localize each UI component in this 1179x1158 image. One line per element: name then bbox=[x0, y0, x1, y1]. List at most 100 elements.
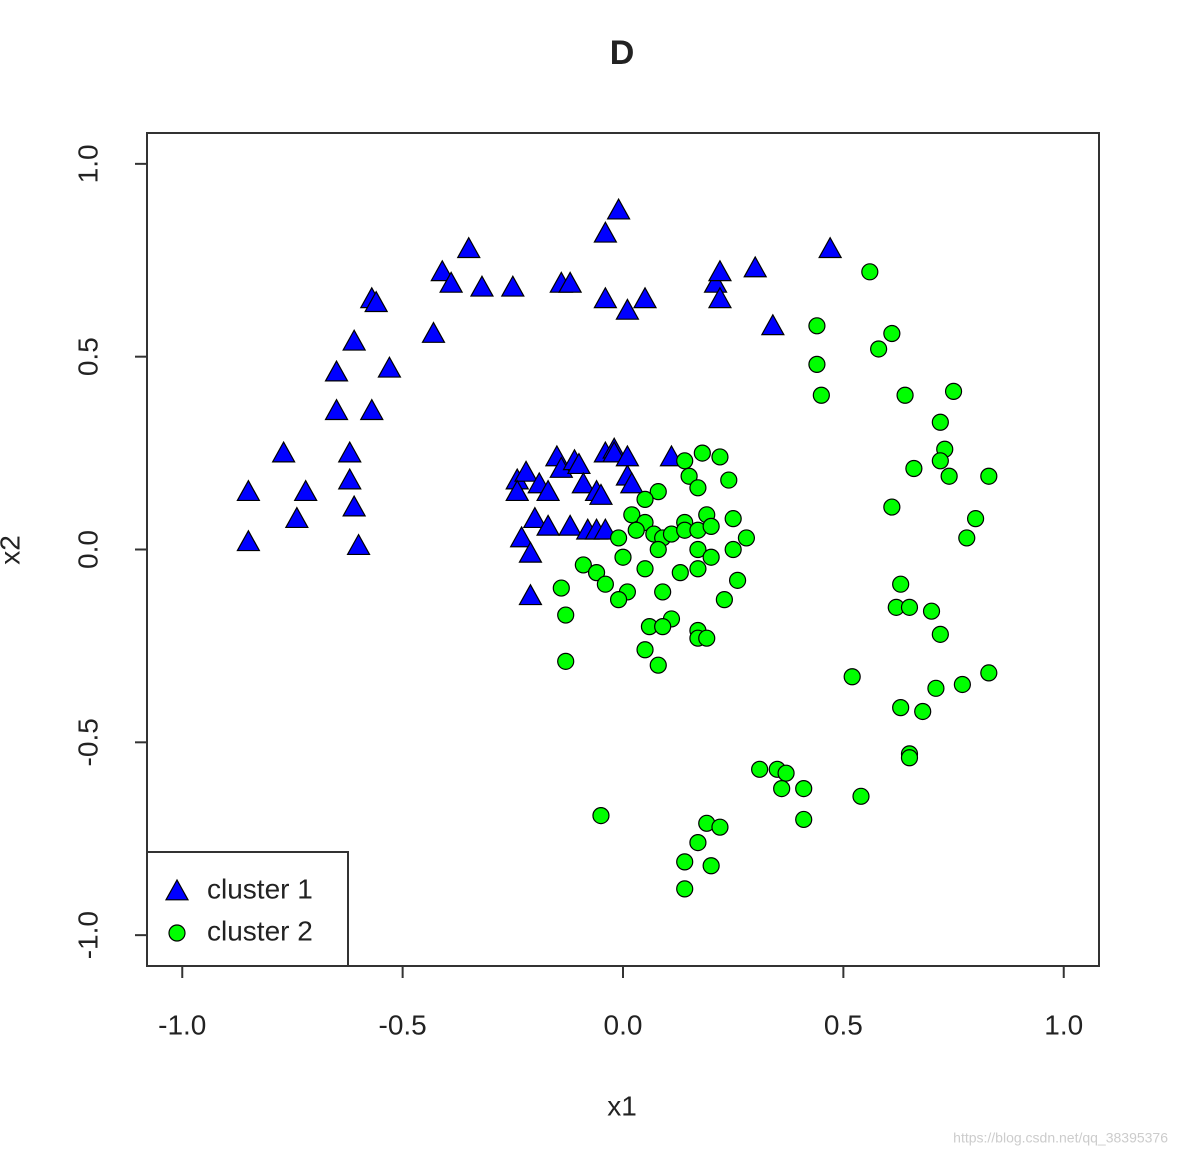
point bbox=[676, 853, 694, 871]
point bbox=[557, 652, 575, 670]
point bbox=[689, 479, 707, 497]
point bbox=[593, 517, 618, 540]
point bbox=[892, 699, 910, 717]
point bbox=[602, 440, 627, 463]
y-tick-label: -0.5 bbox=[72, 718, 103, 766]
point bbox=[818, 236, 843, 259]
point bbox=[536, 514, 561, 536]
point bbox=[760, 313, 785, 336]
point bbox=[777, 764, 795, 782]
x-tick-label: 1.0 bbox=[1044, 1009, 1083, 1040]
point bbox=[593, 286, 618, 309]
point bbox=[914, 702, 932, 721]
legend-label: cluster 1 bbox=[207, 873, 313, 904]
point bbox=[852, 787, 870, 805]
point bbox=[619, 471, 644, 494]
y-tick-label: -1.0 bbox=[72, 911, 103, 959]
point bbox=[606, 197, 631, 220]
point bbox=[649, 656, 667, 674]
point bbox=[571, 471, 596, 494]
point bbox=[720, 471, 738, 489]
point bbox=[518, 541, 543, 563]
legend-symbol bbox=[168, 924, 186, 942]
point bbox=[808, 355, 826, 373]
point bbox=[615, 298, 640, 320]
point bbox=[808, 317, 826, 335]
x-tick-label: 0.5 bbox=[824, 1009, 863, 1040]
legend-box bbox=[146, 851, 349, 967]
point bbox=[293, 479, 318, 502]
point bbox=[509, 525, 534, 548]
point bbox=[324, 398, 349, 421]
point bbox=[737, 529, 756, 547]
point bbox=[689, 560, 707, 578]
point bbox=[980, 467, 998, 485]
point bbox=[931, 625, 949, 643]
point bbox=[870, 340, 888, 358]
point bbox=[940, 467, 958, 485]
point bbox=[724, 540, 742, 559]
point bbox=[588, 483, 613, 505]
point bbox=[469, 275, 494, 297]
point bbox=[342, 329, 367, 351]
point bbox=[558, 514, 583, 536]
point bbox=[342, 494, 367, 517]
point bbox=[649, 483, 667, 501]
point bbox=[592, 806, 610, 825]
point bbox=[337, 467, 362, 490]
point bbox=[680, 467, 698, 485]
point bbox=[703, 271, 728, 293]
point bbox=[557, 606, 575, 624]
point bbox=[711, 448, 729, 466]
point bbox=[751, 760, 769, 778]
point bbox=[698, 629, 716, 647]
point bbox=[359, 398, 384, 421]
point bbox=[711, 818, 729, 836]
point bbox=[702, 548, 720, 566]
point bbox=[633, 286, 658, 309]
point bbox=[795, 780, 813, 798]
point bbox=[671, 564, 689, 582]
point bbox=[654, 583, 672, 601]
point bbox=[552, 579, 570, 597]
point bbox=[896, 386, 914, 404]
point bbox=[900, 749, 919, 767]
point bbox=[364, 290, 389, 313]
point bbox=[627, 521, 645, 539]
point bbox=[905, 459, 923, 478]
point bbox=[271, 440, 296, 463]
point bbox=[707, 286, 732, 309]
point bbox=[324, 359, 349, 382]
point bbox=[900, 598, 919, 616]
point bbox=[966, 510, 985, 528]
point bbox=[596, 575, 614, 593]
point bbox=[587, 564, 606, 582]
point bbox=[377, 356, 402, 378]
point bbox=[715, 591, 733, 609]
legend-label: cluster 2 bbox=[207, 915, 313, 946]
point bbox=[944, 382, 963, 400]
point bbox=[702, 517, 720, 535]
point bbox=[614, 548, 632, 566]
watermark: https://blog.csdn.net/qq_38395376 bbox=[953, 1130, 1168, 1146]
point bbox=[689, 540, 707, 559]
y-tick-label: 1.0 bbox=[72, 144, 103, 183]
point bbox=[931, 452, 949, 470]
point bbox=[980, 664, 998, 682]
x-tick-label: 0.0 bbox=[604, 1009, 643, 1040]
legend-symbol bbox=[164, 878, 190, 901]
point bbox=[649, 540, 667, 559]
point bbox=[693, 444, 711, 462]
point bbox=[505, 479, 530, 502]
point bbox=[927, 679, 945, 697]
point bbox=[609, 591, 628, 609]
point bbox=[500, 275, 525, 297]
point bbox=[953, 675, 971, 694]
point bbox=[421, 321, 446, 343]
point bbox=[654, 618, 672, 636]
point bbox=[689, 833, 707, 852]
x-tick-label: -1.0 bbox=[158, 1009, 206, 1040]
point bbox=[676, 452, 694, 470]
point bbox=[456, 236, 481, 259]
